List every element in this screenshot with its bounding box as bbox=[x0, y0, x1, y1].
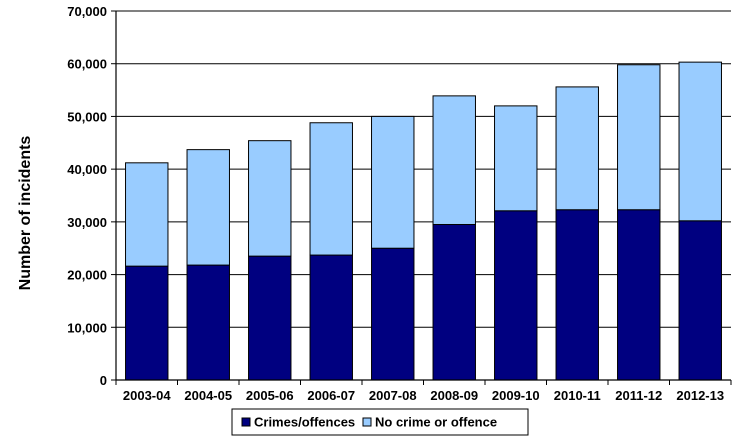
x-tick-label: 2011-12 bbox=[615, 388, 662, 403]
y-tick-label: 70,000 bbox=[67, 4, 107, 19]
legend-swatch bbox=[241, 417, 251, 427]
bar-crimes-offences-2005-06 bbox=[248, 255, 292, 381]
x-tick-label: 2005-06 bbox=[246, 388, 294, 403]
y-tick-label: 20,000 bbox=[67, 268, 107, 283]
bar-crimes-offences-2007-08 bbox=[371, 247, 415, 381]
bar-crimes-offences-2006-07 bbox=[309, 254, 353, 381]
x-tick-label: 2004-05 bbox=[184, 388, 232, 403]
bar-no-crime-2006-07 bbox=[309, 122, 353, 256]
legend: Crimes/offences No crime or offence bbox=[231, 408, 529, 436]
bar-no-crime-2003-04 bbox=[125, 162, 169, 267]
y-tick-label: 60,000 bbox=[67, 57, 107, 72]
legend-label: Crimes/offences bbox=[254, 415, 355, 430]
y-tick-labels: 0 10,000 20,000 30,000 40,000 50,000 60,000 70,… bbox=[67, 4, 116, 388]
x-tick-label: 2007-08 bbox=[369, 388, 417, 403]
y-tick-label: 30,000 bbox=[67, 215, 107, 230]
x-tick-label: 2010-11 bbox=[554, 388, 601, 403]
bar-no-crime-2008-09 bbox=[432, 95, 476, 225]
legend-box bbox=[231, 408, 529, 436]
bar-crimes-offences-2008-09 bbox=[432, 223, 476, 381]
legend-swatch bbox=[362, 417, 372, 427]
bars bbox=[125, 61, 722, 381]
bar-crimes-offences-2012-13 bbox=[678, 220, 722, 381]
bar-no-crime-2009-10 bbox=[494, 105, 538, 212]
x-tick-label: 2009-10 bbox=[492, 388, 540, 403]
x-tick-labels: 2003-04 2004-05 2005-06 2006-07 2007-08 2008-… bbox=[115, 380, 732, 403]
bar-crimes-offences-2003-04 bbox=[125, 265, 169, 381]
x-tick-label: 2006-07 bbox=[307, 388, 355, 403]
bar-no-crime-2007-08 bbox=[371, 115, 415, 249]
y-tick-label: 10,000 bbox=[67, 320, 107, 335]
bar-no-crime-2004-05 bbox=[186, 149, 230, 266]
bar-no-crime-2012-13 bbox=[678, 61, 722, 222]
y-tick-label: 0 bbox=[100, 373, 107, 388]
bar-crimes-offences-2004-05 bbox=[186, 264, 230, 381]
y-tick-label: 40,000 bbox=[67, 162, 107, 177]
bar-no-crime-2010-11 bbox=[555, 86, 599, 211]
y-tick-label: 50,000 bbox=[67, 109, 107, 124]
y-axis-title: Number of incidents bbox=[17, 136, 34, 291]
bar-crimes-offences-2009-10 bbox=[494, 210, 538, 381]
x-tick-label: 2003-04 bbox=[123, 388, 171, 403]
x-tick-label: 2012-13 bbox=[676, 388, 724, 403]
x-tick-label: 2008-09 bbox=[430, 388, 478, 403]
bar-no-crime-2005-06 bbox=[248, 140, 292, 257]
bar-crimes-offences-2010-11 bbox=[555, 209, 599, 381]
bar-no-crime-2011-12 bbox=[617, 64, 661, 211]
bar-crimes-offences-2011-12 bbox=[617, 209, 661, 381]
legend-label: No crime or offence bbox=[375, 415, 497, 430]
